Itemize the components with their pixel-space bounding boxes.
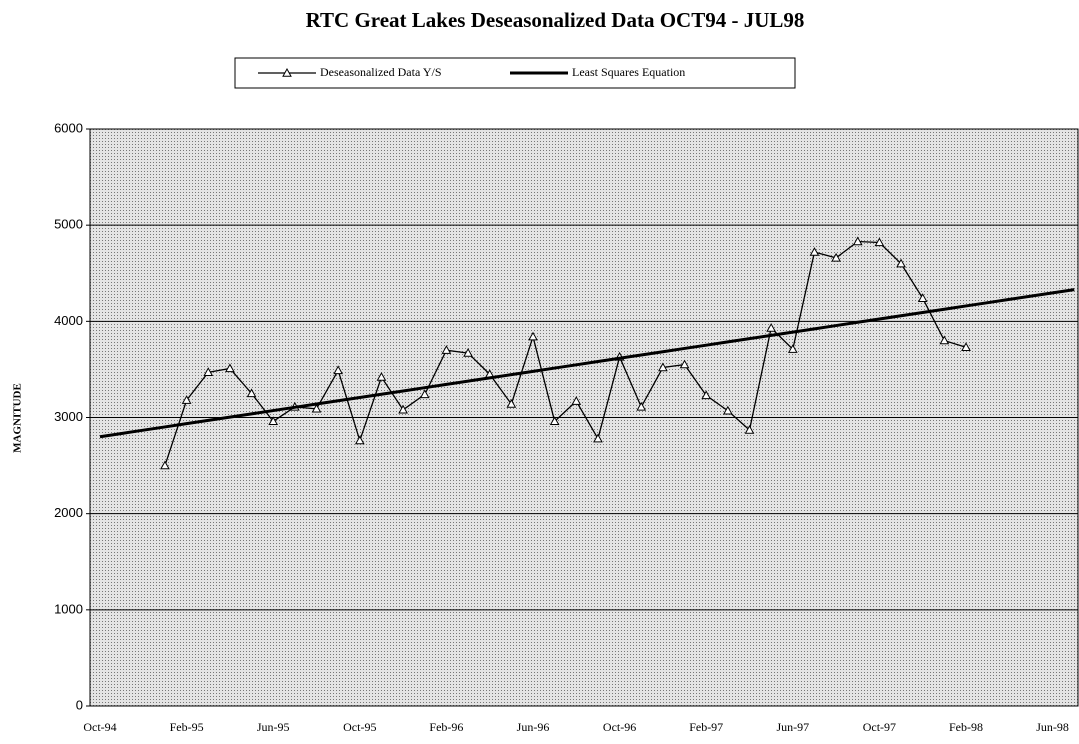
y-tick-label: 6000 bbox=[54, 120, 83, 135]
data-point bbox=[441, 345, 452, 354]
data-point bbox=[831, 252, 841, 262]
data-point bbox=[160, 460, 170, 470]
data-point bbox=[463, 348, 473, 357]
x-tick-label: Jun-96 bbox=[517, 720, 550, 734]
data-point bbox=[896, 258, 906, 268]
data-point bbox=[376, 372, 387, 381]
data-point bbox=[225, 363, 235, 373]
data-point bbox=[701, 390, 712, 400]
data-point bbox=[658, 362, 668, 372]
data-point bbox=[419, 389, 430, 399]
x-tick-label: Oct-97 bbox=[863, 720, 896, 734]
data-point bbox=[311, 403, 322, 413]
legend-label: Least Squares Equation bbox=[572, 65, 685, 79]
x-tick-label: Feb-98 bbox=[949, 720, 983, 734]
data-point bbox=[723, 405, 733, 415]
x-tick-label: Jun-98 bbox=[1036, 720, 1069, 734]
x-tick-label: Feb-97 bbox=[689, 720, 723, 734]
x-tick-label: Oct-95 bbox=[343, 720, 376, 734]
data-point bbox=[549, 416, 560, 426]
data-point bbox=[203, 367, 214, 377]
x-tick-label: Feb-95 bbox=[170, 720, 204, 734]
data-point bbox=[528, 331, 538, 341]
data-point bbox=[679, 359, 690, 369]
data-point bbox=[636, 401, 647, 411]
y-tick-label: 1000 bbox=[54, 601, 83, 616]
data-point bbox=[593, 433, 603, 443]
data-point bbox=[246, 388, 257, 398]
data-point bbox=[917, 293, 928, 302]
data-point bbox=[874, 237, 885, 247]
data-point bbox=[506, 399, 517, 408]
data-point bbox=[398, 404, 408, 414]
y-tick-label: 4000 bbox=[54, 313, 83, 328]
y-tick-label: 3000 bbox=[54, 409, 83, 424]
y-tick-label: 2000 bbox=[54, 505, 83, 520]
x-tick-label: Oct-96 bbox=[603, 720, 636, 734]
y-axis-label: MAGNITUDE bbox=[12, 383, 24, 453]
data-point bbox=[333, 365, 343, 375]
data-point bbox=[939, 335, 950, 345]
chart-title: RTC Great Lakes Deseasonalized Data OCT9… bbox=[306, 8, 805, 32]
x-tick-label: Oct-94 bbox=[83, 720, 116, 734]
data-point bbox=[809, 247, 820, 256]
series-line bbox=[99, 288, 1075, 439]
x-tick-label: Jun-95 bbox=[257, 720, 290, 734]
legend-marker bbox=[282, 67, 292, 77]
data-point bbox=[354, 435, 365, 445]
data-point bbox=[744, 424, 755, 434]
x-tick-label: Feb-96 bbox=[429, 720, 463, 734]
data-point bbox=[571, 396, 582, 405]
data-point bbox=[961, 342, 971, 351]
legend-label: Deseasonalized Data Y/S bbox=[320, 65, 442, 79]
data-point bbox=[181, 395, 192, 404]
y-tick-label: 5000 bbox=[54, 217, 83, 232]
x-tick-label: Jun-97 bbox=[776, 720, 809, 734]
data-point bbox=[852, 236, 863, 246]
data-point bbox=[268, 416, 279, 426]
data-point bbox=[787, 344, 798, 353]
data-point bbox=[766, 323, 776, 332]
y-tick-label: 0 bbox=[76, 697, 83, 712]
